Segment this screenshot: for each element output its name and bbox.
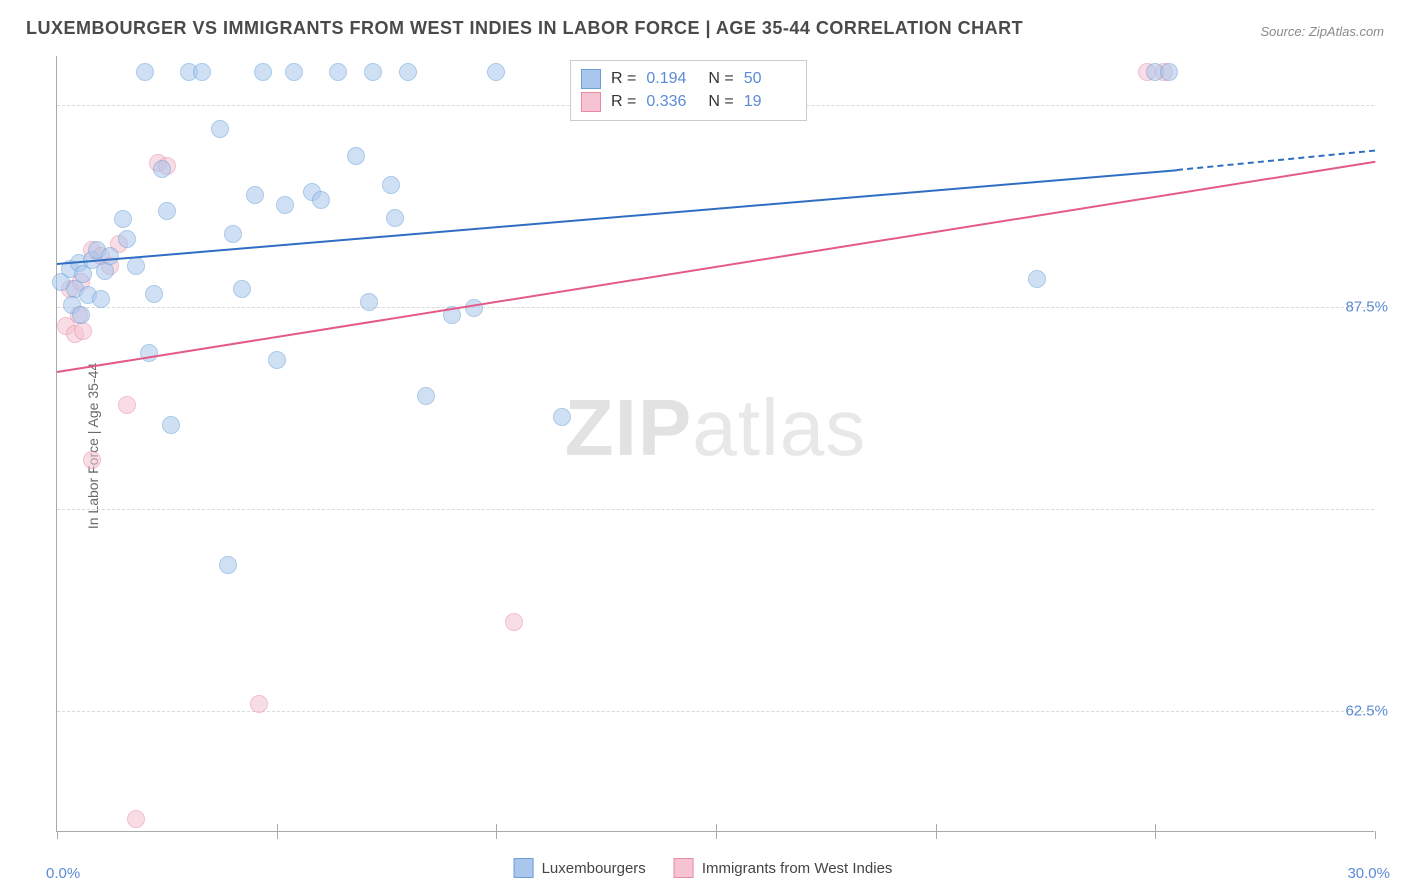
x-tick-label: 30.0% (1347, 865, 1390, 882)
stats-legend: R = 0.194 N = 50 R = 0.336 N = 19 (570, 60, 807, 121)
bottom-legend-item: Luxembourgers (514, 858, 646, 878)
scatter-point (92, 290, 110, 308)
n-value: 50 (744, 70, 796, 88)
scatter-point (127, 810, 145, 828)
gridline-h (57, 307, 1374, 308)
scatter-point (360, 293, 378, 311)
legend-swatch (674, 858, 694, 878)
scatter-point (162, 416, 180, 434)
stats-legend-row: R = 0.194 N = 50 (581, 69, 796, 89)
gridline-v (716, 824, 717, 832)
scatter-point (487, 63, 505, 81)
scatter-point (347, 147, 365, 165)
gridline-v (496, 824, 497, 832)
n-value: 19 (744, 93, 796, 111)
scatter-point (193, 63, 211, 81)
bottom-legend-item: Immigrants from West Indies (674, 858, 893, 878)
scatter-point (553, 408, 571, 426)
scatter-point (118, 396, 136, 414)
scatter-point (246, 186, 264, 204)
x-tick (1155, 831, 1156, 839)
scatter-point (140, 344, 158, 362)
scatter-point (233, 280, 251, 298)
x-tick (936, 831, 937, 839)
watermark-rest: atlas (692, 383, 866, 472)
source-label: Source: ZipAtlas.com (1260, 24, 1384, 39)
scatter-point (364, 63, 382, 81)
scatter-point (118, 230, 136, 248)
stats-legend-row: R = 0.336 N = 19 (581, 92, 796, 112)
scatter-point (417, 387, 435, 405)
scatter-point (127, 257, 145, 275)
gridline-h (57, 509, 1374, 510)
y-tick-label: 87.5% (1345, 298, 1388, 315)
x-tick (716, 831, 717, 839)
r-value: 0.336 (646, 93, 698, 111)
scatter-point (219, 556, 237, 574)
scatter-point (250, 695, 268, 713)
legend-swatch (581, 69, 601, 89)
scatter-point (276, 196, 294, 214)
gridline-v (1155, 824, 1156, 832)
legend-swatch (514, 858, 534, 878)
scatter-point (268, 351, 286, 369)
scatter-point (1160, 63, 1178, 81)
plot-area: ZIPatlas (56, 56, 1374, 832)
x-tick (277, 831, 278, 839)
scatter-point (1028, 270, 1046, 288)
scatter-point (399, 63, 417, 81)
scatter-point (382, 176, 400, 194)
scatter-point (83, 451, 101, 469)
n-label: N = (708, 93, 733, 111)
gridline-v (936, 824, 937, 832)
x-tick (57, 831, 58, 839)
scatter-point (101, 247, 119, 265)
bottom-legend: Luxembourgers Immigrants from West Indies (514, 858, 893, 878)
scatter-point (312, 191, 330, 209)
scatter-point (114, 210, 132, 228)
watermark: ZIPatlas (565, 382, 866, 474)
x-tick (496, 831, 497, 839)
chart-title: LUXEMBOURGER VS IMMIGRANTS FROM WEST IND… (26, 18, 1023, 39)
legend-label: Luxembourgers (542, 860, 646, 877)
scatter-point (74, 322, 92, 340)
scatter-point (145, 285, 163, 303)
scatter-point (136, 63, 154, 81)
scatter-point (72, 306, 90, 324)
trend-line (57, 169, 1177, 265)
scatter-point (386, 209, 404, 227)
gridline-v (277, 824, 278, 832)
r-label: R = (611, 70, 636, 88)
scatter-point (153, 160, 171, 178)
trend-line (1177, 150, 1375, 171)
r-value: 0.194 (646, 70, 698, 88)
scatter-point (505, 613, 523, 631)
scatter-point (254, 63, 272, 81)
scatter-point (158, 202, 176, 220)
r-label: R = (611, 93, 636, 111)
n-label: N = (708, 70, 733, 88)
scatter-point (285, 63, 303, 81)
y-tick-label: 62.5% (1345, 702, 1388, 719)
scatter-point (211, 120, 229, 138)
watermark-bold: ZIP (565, 383, 692, 472)
legend-swatch (581, 92, 601, 112)
x-tick (1375, 831, 1376, 839)
legend-label: Immigrants from West Indies (702, 860, 893, 877)
scatter-point (329, 63, 347, 81)
scatter-point (465, 299, 483, 317)
x-tick-label: 0.0% (46, 865, 80, 882)
scatter-point (224, 225, 242, 243)
